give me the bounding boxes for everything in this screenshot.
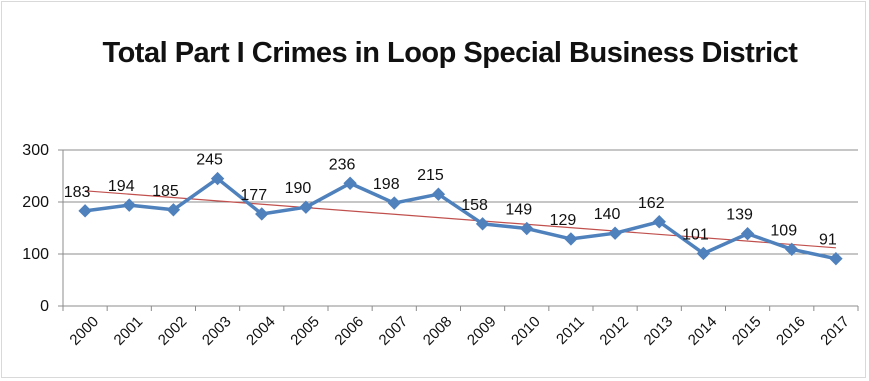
data-label-2017: 91 [819,232,837,249]
data-label-2013: 162 [638,195,665,212]
data-label-2004: 177 [240,187,267,204]
data-label-2001: 194 [108,178,135,195]
data-label-2014: 101 [682,226,709,243]
y-tick-label-300: 300 [22,142,49,159]
data-point-2009 [475,217,490,231]
y-tick-label-100: 100 [22,246,49,263]
x-tick-label-2015: 2015 [729,313,765,349]
data-point-2017 [829,251,843,266]
data-label-2011: 129 [550,212,577,229]
data-point-2015 [740,227,755,241]
data-point-2013 [652,215,666,229]
x-tick-label-2002: 2002 [155,313,191,349]
series-line [84,176,837,261]
gridlines [63,149,858,255]
series-layer [78,171,843,266]
x-tick-label-2007: 2007 [376,313,412,349]
x-tick-label-2004: 2004 [243,313,279,349]
x-tick-label-2012: 2012 [596,313,632,349]
data-point-2012 [608,226,622,240]
data-point-2014 [696,246,711,261]
data-labels: 183 194 185 245 177 190 236 198 215 158 149 129 140 1… [64,152,837,249]
data-point-2003 [210,171,225,186]
data-point-2010 [520,221,534,236]
x-tick-label-2010: 2010 [508,313,544,349]
data-point-2005 [299,200,313,214]
x-tick-label-2017: 2017 [817,313,853,349]
data-label-2016: 109 [770,222,797,239]
x-tick-label-2001: 2001 [111,313,147,349]
x-tick-label-2013: 2013 [641,313,677,349]
data-point-2002 [166,203,181,217]
x-tick-label-2003: 2003 [199,313,235,349]
data-point-2004 [255,207,269,221]
data-label-2000: 183 [64,184,91,201]
y-tick-label-200: 200 [22,194,49,211]
data-label-2012: 140 [594,206,621,223]
data-label-2003: 245 [196,152,223,169]
x-tick-label-2008: 2008 [420,313,456,349]
data-label-2008: 215 [417,167,444,184]
data-point-2016 [785,242,799,257]
data-point-2006 [343,176,357,190]
data-label-2006: 236 [329,156,356,173]
data-point-2008 [431,187,446,201]
x-tick-label-2014: 2014 [685,313,721,349]
data-label-2015: 139 [726,207,753,224]
trendline-layer [85,190,836,249]
x-tick-label-2016: 2016 [773,313,809,349]
x-tick-label-2009: 2009 [464,313,500,349]
y-tick-label-0: 0 [40,298,49,315]
data-label-2010: 149 [505,202,532,219]
trendline [85,190,836,249]
data-label-2007: 198 [373,176,400,193]
data-point-2001 [122,198,136,212]
x-tick-label-2005: 2005 [287,313,323,349]
data-point-2011 [564,232,578,246]
data-label-2009: 158 [461,197,488,214]
x-tick-label-2011: 2011 [553,313,588,348]
data-label-2005: 190 [285,180,312,197]
data-point-2007 [387,196,401,210]
x-tick-label-2000: 2000 [66,313,102,349]
data-point-2000 [78,204,92,218]
data-label-2002: 185 [152,183,179,200]
chart-title: Total Part I Crimes in Loop Special Busi… [102,37,798,69]
x-tick-label-2006: 2006 [331,313,367,349]
